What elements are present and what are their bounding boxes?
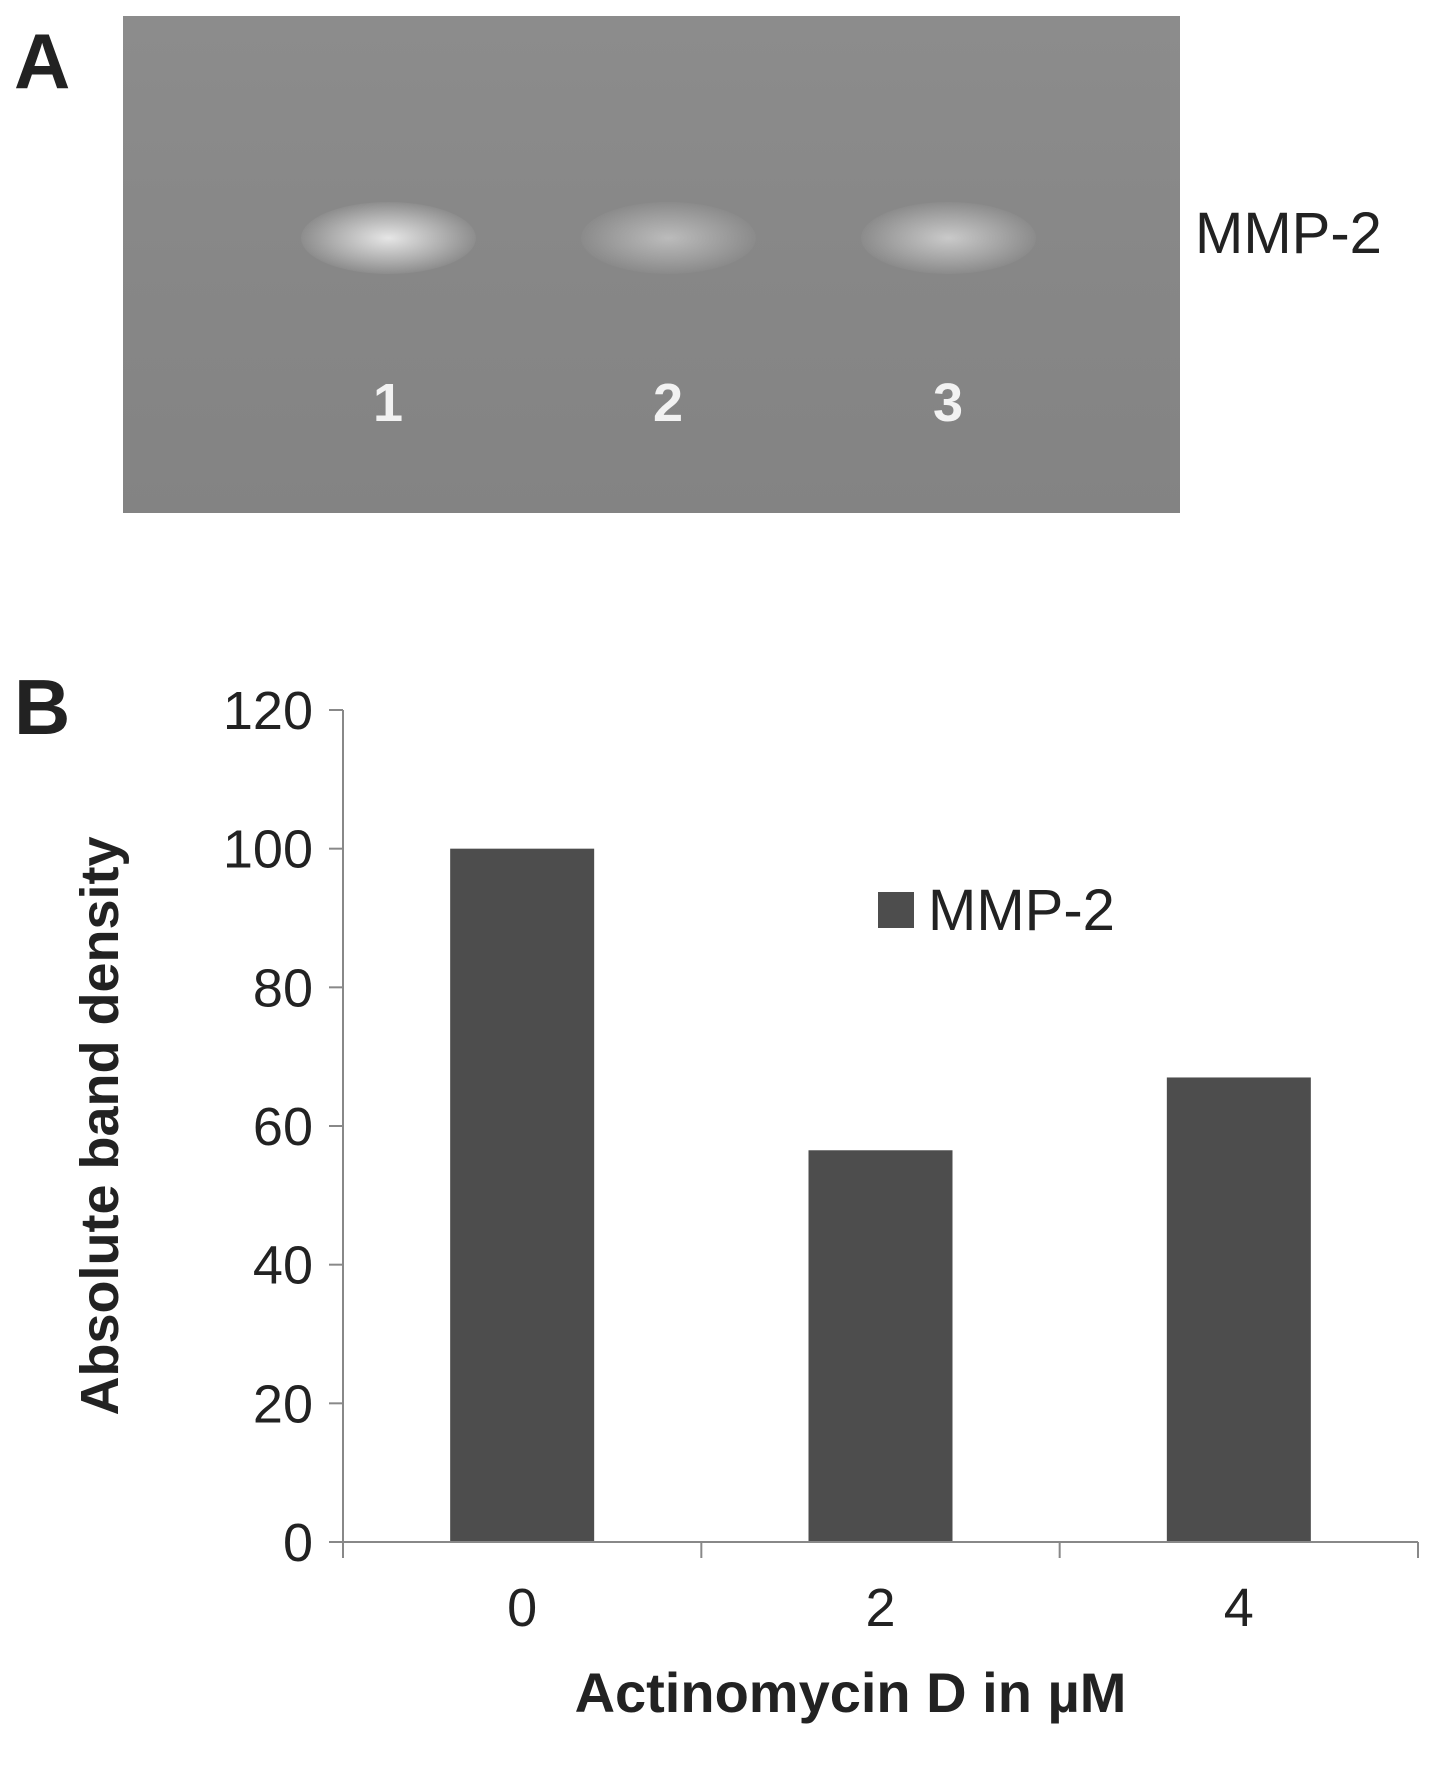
legend: MMP-2 [878, 878, 1115, 943]
y-tick-label: 100 [223, 820, 313, 880]
bar-2 [808, 1150, 953, 1542]
gel-band-lane-1 [300, 202, 476, 274]
y-tick-label: 80 [253, 958, 313, 1018]
legend-label: MMP-2 [928, 878, 1115, 943]
lane-label-2: 2 [652, 373, 684, 433]
y-tick-label: 20 [253, 1374, 313, 1434]
legend-swatch [878, 892, 914, 928]
x-tick-label: 2 [865, 1578, 895, 1638]
bar-0 [450, 848, 595, 1542]
panel-a-letter: A [14, 17, 71, 105]
bar-4 [1166, 1077, 1311, 1542]
y-axis-label: Absolute band density [70, 836, 130, 1415]
x-tick-label: 4 [1224, 1578, 1254, 1638]
gel-band-lane-2 [580, 202, 756, 274]
gel-band-lane-3 [860, 202, 1036, 274]
lane-label-1: 1 [372, 373, 404, 433]
panel-b-letter: B [14, 663, 71, 751]
y-tick-label: 0 [283, 1513, 313, 1573]
gel-image: 1 2 3 [123, 16, 1180, 513]
bar-chart: 0 20 40 60 80 100 120 0 2 4 Absolute band densit… [70, 681, 1419, 1724]
x-axis-label: Actinomycin D in µM [575, 1661, 1127, 1724]
y-tick-label: 60 [253, 1097, 313, 1157]
lane-label-3: 3 [932, 373, 964, 433]
y-tick-label: 120 [223, 681, 313, 741]
gel-marker-label: MMP-2 [1195, 201, 1382, 266]
x-tick-label: 0 [507, 1578, 537, 1638]
y-tick-label: 40 [253, 1236, 313, 1296]
